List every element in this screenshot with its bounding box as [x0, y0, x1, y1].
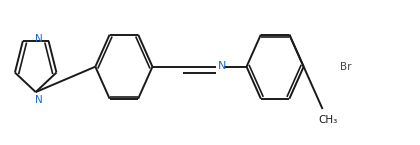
Text: N: N — [35, 95, 42, 105]
Text: N: N — [34, 35, 42, 45]
Text: CH₃: CH₃ — [319, 115, 338, 125]
Text: N: N — [218, 61, 226, 71]
Text: Br: Br — [340, 62, 352, 72]
